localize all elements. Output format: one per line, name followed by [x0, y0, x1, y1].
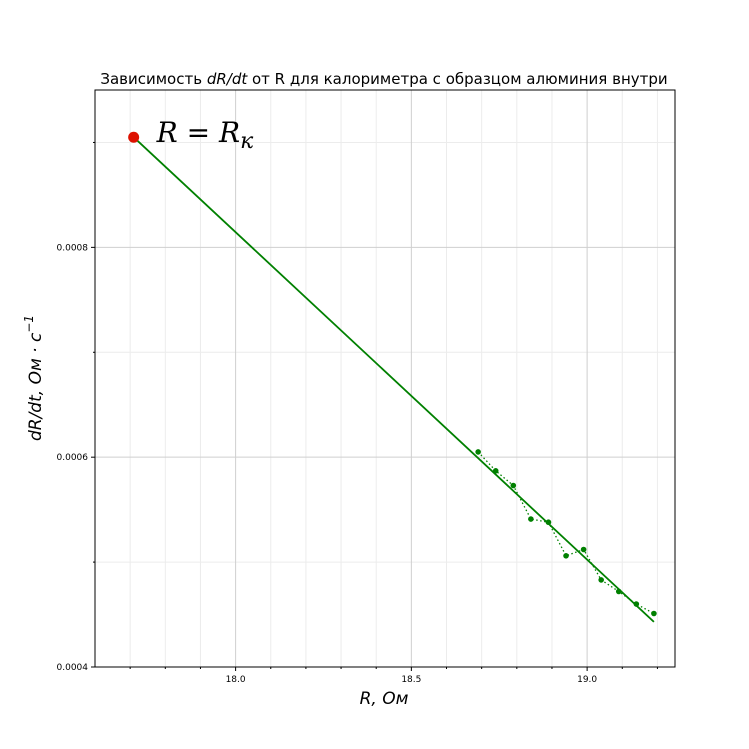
measured-data-point — [545, 519, 552, 526]
measured-data-point — [580, 546, 587, 553]
chart-title-part-1: Зависимость — [100, 70, 206, 88]
measured-data-point — [475, 449, 481, 455]
x-axis-label: R, Ом — [360, 689, 409, 709]
y-tick-label: 0.0006 — [57, 453, 89, 463]
rk-extrapolated-point — [128, 131, 140, 143]
chart-title: Зависимость dR/dt от R для калориметра с… — [100, 70, 667, 88]
chart-title-part-3: от R для калориметра с образцом алюминия… — [247, 70, 667, 88]
annotation-main: R = R — [156, 116, 240, 149]
chart-title-part-2: dR/dt — [207, 70, 249, 88]
x-tick-label: 19.0 — [577, 675, 597, 685]
measured-data-point — [633, 601, 640, 607]
plot-area-frame — [94, 89, 676, 668]
y-axis-label: dR/dt, Ом · с−1 — [22, 315, 46, 441]
annotation-subscript: к — [240, 129, 254, 154]
y-axis-label-exponent: −1 — [22, 315, 36, 333]
y-tick-label: 0.0008 — [57, 243, 89, 253]
measured-data-dotted-line — [477, 451, 655, 615]
measured-data-point — [563, 552, 569, 559]
y-tick-label: 0.0004 — [57, 663, 89, 673]
y-axis-label-main: dR/dt, Ом · с — [26, 332, 46, 441]
measured-data-point — [528, 516, 534, 522]
measured-data-point — [651, 610, 657, 617]
linear-fit-line — [133, 136, 655, 623]
grid — [95, 90, 675, 668]
annotation-r-equals-rk: R = Rк — [156, 116, 254, 154]
plot-series — [128, 131, 657, 623]
x-tick-label: 18.0 — [226, 675, 246, 685]
x-tick-label: 18.5 — [401, 675, 421, 685]
measured-data-point — [598, 577, 604, 583]
axis-ticks: 18.0 18.5 19.0 0.0004 0.0006 0.0008 — [57, 141, 658, 685]
measured-data-point — [510, 482, 517, 489]
